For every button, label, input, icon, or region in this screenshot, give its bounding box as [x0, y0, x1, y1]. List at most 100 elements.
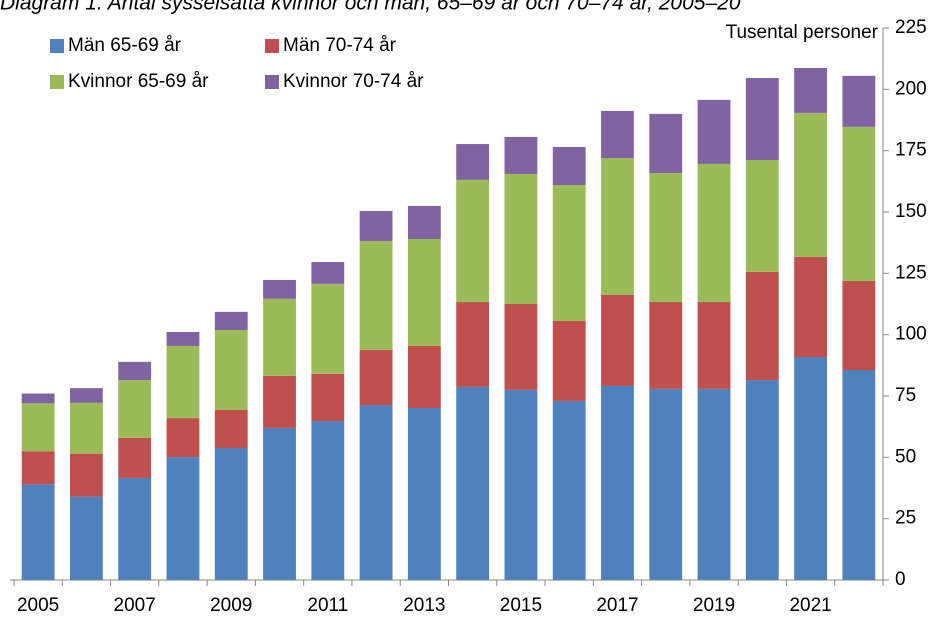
bar-segment — [504, 304, 538, 390]
bar-segment — [842, 126, 876, 281]
x-tick-label: 2013 — [403, 595, 445, 616]
bar-segment — [552, 146, 586, 186]
bar-segment — [166, 418, 200, 458]
bar-segment — [794, 356, 827, 580]
bar-segment — [842, 280, 876, 370]
chart-title: Diagram 1. Antal sysselsatta kvinnor och… — [0, 0, 741, 15]
bar-segment — [552, 400, 586, 580]
bar-segment — [407, 238, 441, 346]
bar-segment — [263, 427, 296, 580]
legend-swatch — [265, 39, 279, 53]
bar-segment — [359, 349, 393, 406]
x-tick-label: 2005 — [17, 595, 59, 616]
bar-segment — [21, 451, 55, 485]
bar-segment — [166, 457, 200, 580]
legend-swatch — [50, 39, 64, 53]
bar-segment — [745, 380, 779, 580]
bar-segment — [504, 173, 538, 304]
x-tick-label: 2007 — [114, 595, 156, 616]
y-tick-label: 50 — [895, 446, 916, 467]
bar-segment — [697, 302, 731, 389]
bar-segment — [311, 421, 345, 580]
bar-segment — [649, 113, 683, 173]
bar-segment — [166, 331, 200, 346]
bar-segment — [407, 408, 441, 580]
y-tick-label: 75 — [895, 385, 916, 406]
bar-segment — [118, 380, 152, 438]
bar-segment — [745, 271, 779, 381]
bar-segment — [456, 144, 490, 180]
bar-segment — [214, 311, 248, 331]
bar-segment — [745, 78, 779, 160]
bar-segment — [601, 294, 634, 386]
x-tick-label: 2017 — [596, 595, 638, 616]
y-tick-label: 0 — [895, 569, 906, 590]
y-tick-label: 225 — [895, 17, 927, 38]
bar-segment — [118, 437, 152, 478]
bar-segment — [456, 179, 490, 303]
bar-segment — [311, 283, 345, 374]
y-tick-label: 175 — [895, 140, 927, 161]
bar-segment — [311, 262, 345, 284]
bar-segment — [166, 345, 200, 419]
bar-segment — [794, 67, 827, 113]
bar-segment — [118, 477, 152, 580]
x-tick-label: 2011 — [307, 595, 348, 616]
bar-segment — [214, 448, 248, 580]
bar-segment — [311, 373, 345, 422]
bar-segment — [359, 405, 393, 580]
bar-segment — [842, 369, 876, 580]
bar-segment — [601, 110, 634, 159]
bar-segment — [842, 75, 876, 127]
y-tick-label: 25 — [895, 508, 916, 529]
legend-label: Kvinnor 65-69 år — [68, 71, 209, 92]
bar-segment — [456, 386, 490, 580]
y-tick-label: 125 — [895, 262, 927, 283]
legend-label: Män 70-74 år — [283, 35, 397, 56]
bar-segment — [552, 320, 586, 401]
bar-segment — [359, 240, 393, 350]
bar-segment — [407, 205, 441, 239]
bar-segment — [21, 393, 55, 404]
bar-segment — [649, 388, 683, 580]
bar-segment — [504, 389, 538, 580]
bar-segment — [118, 361, 152, 381]
x-tick-label: 2019 — [693, 595, 735, 616]
bar-segment — [70, 496, 103, 580]
bar-segment — [697, 388, 731, 580]
bar-segment — [456, 302, 490, 387]
bar-segment — [21, 403, 55, 452]
bar-segment — [214, 330, 248, 410]
x-tick-label: 2009 — [210, 595, 252, 616]
bar-segment — [794, 112, 827, 257]
bar-segment — [21, 484, 55, 580]
legend-label: Kvinnor 70-74 år — [283, 71, 424, 92]
y-tick-label: 150 — [895, 201, 927, 222]
y-tick-label: 200 — [895, 78, 927, 99]
legend-label: Män 65-69 år — [68, 35, 182, 56]
bar-segment — [263, 279, 296, 299]
bar-segment — [794, 256, 827, 357]
bar-segment — [601, 158, 634, 295]
x-tick-label: 2015 — [500, 595, 542, 616]
bar-segment — [504, 136, 538, 174]
bar-segment — [697, 163, 731, 303]
bar-segment — [552, 185, 586, 321]
legend-swatch — [50, 75, 64, 89]
x-tick-label: 2021 — [789, 595, 831, 616]
bar-segment — [263, 298, 296, 376]
y-tick-label: 100 — [895, 324, 927, 345]
bar-segment — [214, 409, 248, 449]
bar-segment — [601, 385, 634, 580]
bar-segment — [70, 453, 103, 497]
bar-segment — [263, 375, 296, 428]
bar-segment — [407, 345, 441, 409]
bar-segment — [649, 172, 683, 303]
y-axis-label: Tusental personer — [726, 22, 879, 43]
legend-swatch — [265, 75, 279, 89]
bar-segment — [70, 402, 103, 454]
bar-segment — [649, 302, 683, 389]
bar-segment — [359, 211, 393, 241]
bar-segment — [745, 159, 779, 272]
